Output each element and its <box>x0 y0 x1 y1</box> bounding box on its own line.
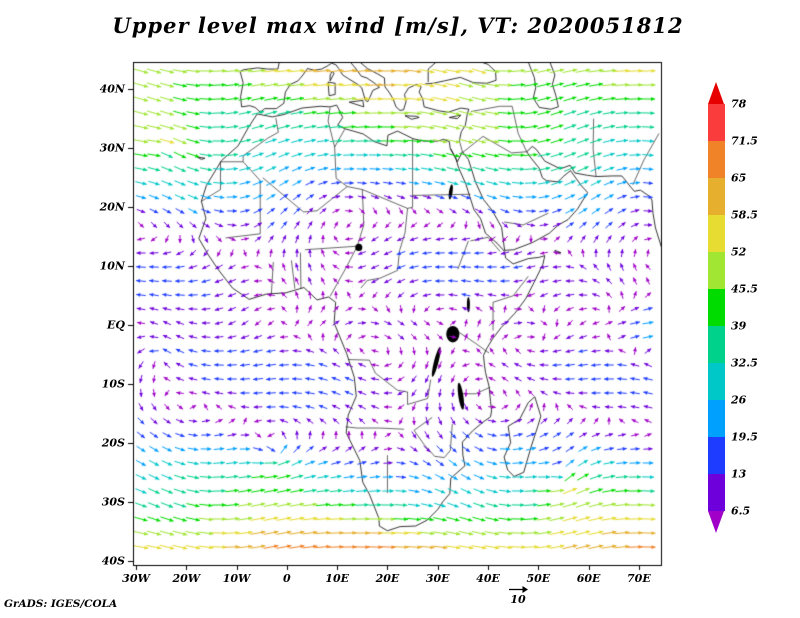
colorbar-label: 39 <box>731 319 747 333</box>
y-tick-label: 10S <box>101 377 125 391</box>
x-tick-label: 10E <box>325 572 350 585</box>
colorbar-label: 45.5 <box>731 282 758 296</box>
y-tick-label: 10N <box>99 259 125 273</box>
x-tick-label: 60E <box>576 572 601 585</box>
colorbar-label: 65 <box>731 171 747 185</box>
colorbar-segment <box>708 178 725 215</box>
x-tick-label: 20W <box>172 572 201 585</box>
x-tick-label: 40E <box>476 572 500 585</box>
colorbar-label: 58.5 <box>731 208 758 222</box>
colorbar-segment <box>708 215 725 252</box>
x-tick-label: 20E <box>375 572 400 585</box>
credit-text: GrADS: IGES/COLA <box>4 598 118 610</box>
colorbar-label: 52 <box>731 245 747 259</box>
x-tick-label: 0 <box>283 572 291 585</box>
y-tick-label: EQ <box>107 318 125 332</box>
y-tick-label: 20S <box>101 436 125 450</box>
colorbar-label: 78 <box>731 97 747 111</box>
colorbar-segment <box>708 289 725 326</box>
colorbar-segment <box>708 474 725 511</box>
x-tick-label: 10W <box>222 572 251 585</box>
colorbar-label: 19.5 <box>731 430 758 444</box>
colorbar-segment <box>708 437 725 474</box>
colorbar-label: 6.5 <box>731 504 751 518</box>
reference-vector: 10 <box>503 585 533 605</box>
colorbar-segment <box>708 326 725 363</box>
y-tick-label: 30N <box>99 141 125 155</box>
colorbar-label: 26 <box>731 393 747 407</box>
colorbar-segment <box>708 363 725 400</box>
y-tick-label: 20N <box>99 200 125 214</box>
x-tick-label: 30W <box>122 572 150 585</box>
x-tick-label: 70E <box>627 572 651 585</box>
reference-arrow-icon <box>509 586 528 593</box>
colorbar-label: 32.5 <box>731 356 758 370</box>
colorbar-segment <box>708 400 725 437</box>
x-tick-label: 30E <box>425 572 450 585</box>
colorbar-label: 13 <box>731 467 747 481</box>
x-tick-label: 50E <box>526 572 551 585</box>
reference-vector-label: 10 <box>510 593 526 606</box>
colorbar-segment <box>708 141 725 178</box>
y-tick-label: 40N <box>99 82 125 96</box>
colorbar-bottom-arrow <box>708 511 724 533</box>
colorbar-top-arrow <box>708 82 724 104</box>
colorbar-segment <box>708 104 725 141</box>
colorbar-label: 71.5 <box>731 134 758 148</box>
chart-title: Upper level max wind [m/s], VT: 20200518… <box>112 13 684 38</box>
colorbar-segment <box>708 252 725 289</box>
y-tick-label: 30S <box>101 495 125 509</box>
y-tick-label: 40S <box>101 554 125 568</box>
